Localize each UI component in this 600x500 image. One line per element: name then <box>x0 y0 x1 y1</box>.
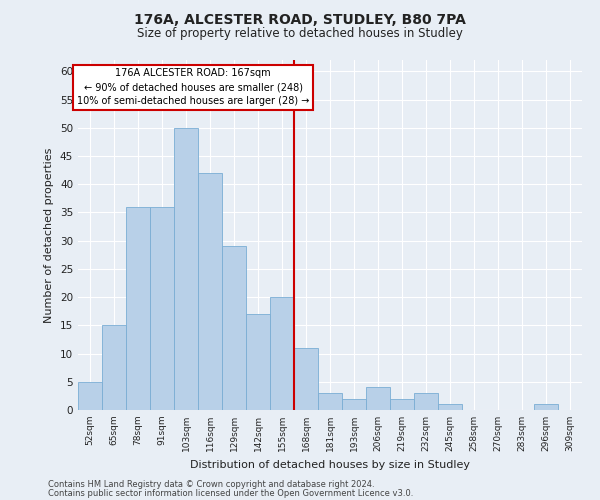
Bar <box>102 326 126 410</box>
Bar <box>246 314 270 410</box>
Bar <box>294 348 318 410</box>
X-axis label: Distribution of detached houses by size in Studley: Distribution of detached houses by size … <box>190 460 470 469</box>
Text: Contains public sector information licensed under the Open Government Licence v3: Contains public sector information licen… <box>48 489 413 498</box>
Text: 176A ALCESTER ROAD: 167sqm
← 90% of detached houses are smaller (248)
10% of sem: 176A ALCESTER ROAD: 167sqm ← 90% of deta… <box>77 68 310 106</box>
Text: Size of property relative to detached houses in Studley: Size of property relative to detached ho… <box>137 28 463 40</box>
Bar <box>270 297 294 410</box>
Bar <box>414 393 438 410</box>
Bar <box>342 398 366 410</box>
Bar <box>222 246 246 410</box>
Bar <box>534 404 558 410</box>
Bar <box>318 393 342 410</box>
Text: Contains HM Land Registry data © Crown copyright and database right 2024.: Contains HM Land Registry data © Crown c… <box>48 480 374 489</box>
Bar <box>78 382 102 410</box>
Bar <box>174 128 198 410</box>
Bar <box>150 207 174 410</box>
Bar <box>198 173 222 410</box>
Bar <box>366 388 390 410</box>
Text: 176A, ALCESTER ROAD, STUDLEY, B80 7PA: 176A, ALCESTER ROAD, STUDLEY, B80 7PA <box>134 12 466 26</box>
Bar <box>438 404 462 410</box>
Bar <box>126 207 150 410</box>
Bar <box>390 398 414 410</box>
Y-axis label: Number of detached properties: Number of detached properties <box>44 148 55 322</box>
